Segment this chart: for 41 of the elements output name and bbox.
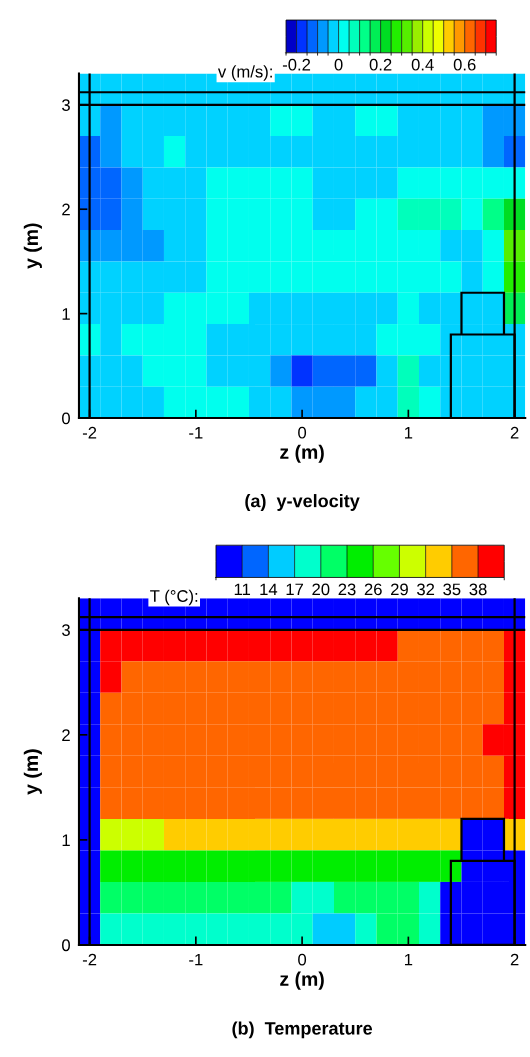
- x-tick-label: 1: [404, 426, 413, 439]
- color-bar-label: 0.6: [453, 58, 476, 71]
- text: (b) Temperature: [232, 1021, 373, 1039]
- color-bar-label: 11: [234, 583, 251, 596]
- x-axis-title: z (m): [280, 971, 324, 990]
- x-axis-title: z (m): [280, 444, 324, 463]
- y-tick-label: 0: [62, 939, 70, 952]
- color-bar-label: 0.2: [369, 58, 392, 71]
- x-tick-label: -2: [82, 426, 97, 439]
- color-bar-label: 0: [334, 58, 343, 71]
- color-bar-label: -0.2: [282, 58, 311, 71]
- color-bar-label: 38: [469, 583, 487, 596]
- color-bar-label: 0.4: [411, 58, 434, 71]
- color-bar-label: 29: [391, 583, 408, 596]
- color-bar-label: 20: [312, 583, 330, 596]
- color-bar-label: 17: [286, 583, 304, 596]
- x-tick-label: -1: [189, 426, 203, 439]
- x-tick-label: -1: [189, 953, 203, 966]
- x-tick-label: 2: [510, 953, 519, 966]
- y-axis-title: y (m): [23, 223, 42, 269]
- y-tick-label: 1: [62, 308, 70, 320]
- y-tick-label: 3: [62, 99, 70, 111]
- color-bar-label: 14: [260, 583, 278, 596]
- color-bar-title: T (°C):: [150, 589, 198, 606]
- y-axis-title: y (m): [23, 749, 42, 795]
- color-bar-label: 32: [417, 583, 435, 596]
- text: (a) y-velocity: [245, 494, 360, 511]
- y-tick-label: 2: [62, 729, 70, 741]
- color-bar-label: 23: [338, 583, 356, 596]
- x-tick-label: 1: [404, 953, 413, 966]
- x-tick-label: -2: [82, 953, 97, 966]
- y-tick-label: 2: [62, 203, 70, 216]
- x-tick-label: 2: [510, 426, 519, 439]
- y-tick-label: 3: [62, 624, 70, 636]
- x-tick-label: 0: [298, 426, 307, 439]
- color-bar-title: v (m/s):: [217, 65, 272, 81]
- y-tick-label: 0: [62, 412, 70, 425]
- y-tick-label: 1: [62, 834, 70, 846]
- color-bar-label: 35: [443, 583, 461, 596]
- color-bar-label: 26: [364, 583, 382, 596]
- x-tick-label: 0: [298, 953, 307, 966]
